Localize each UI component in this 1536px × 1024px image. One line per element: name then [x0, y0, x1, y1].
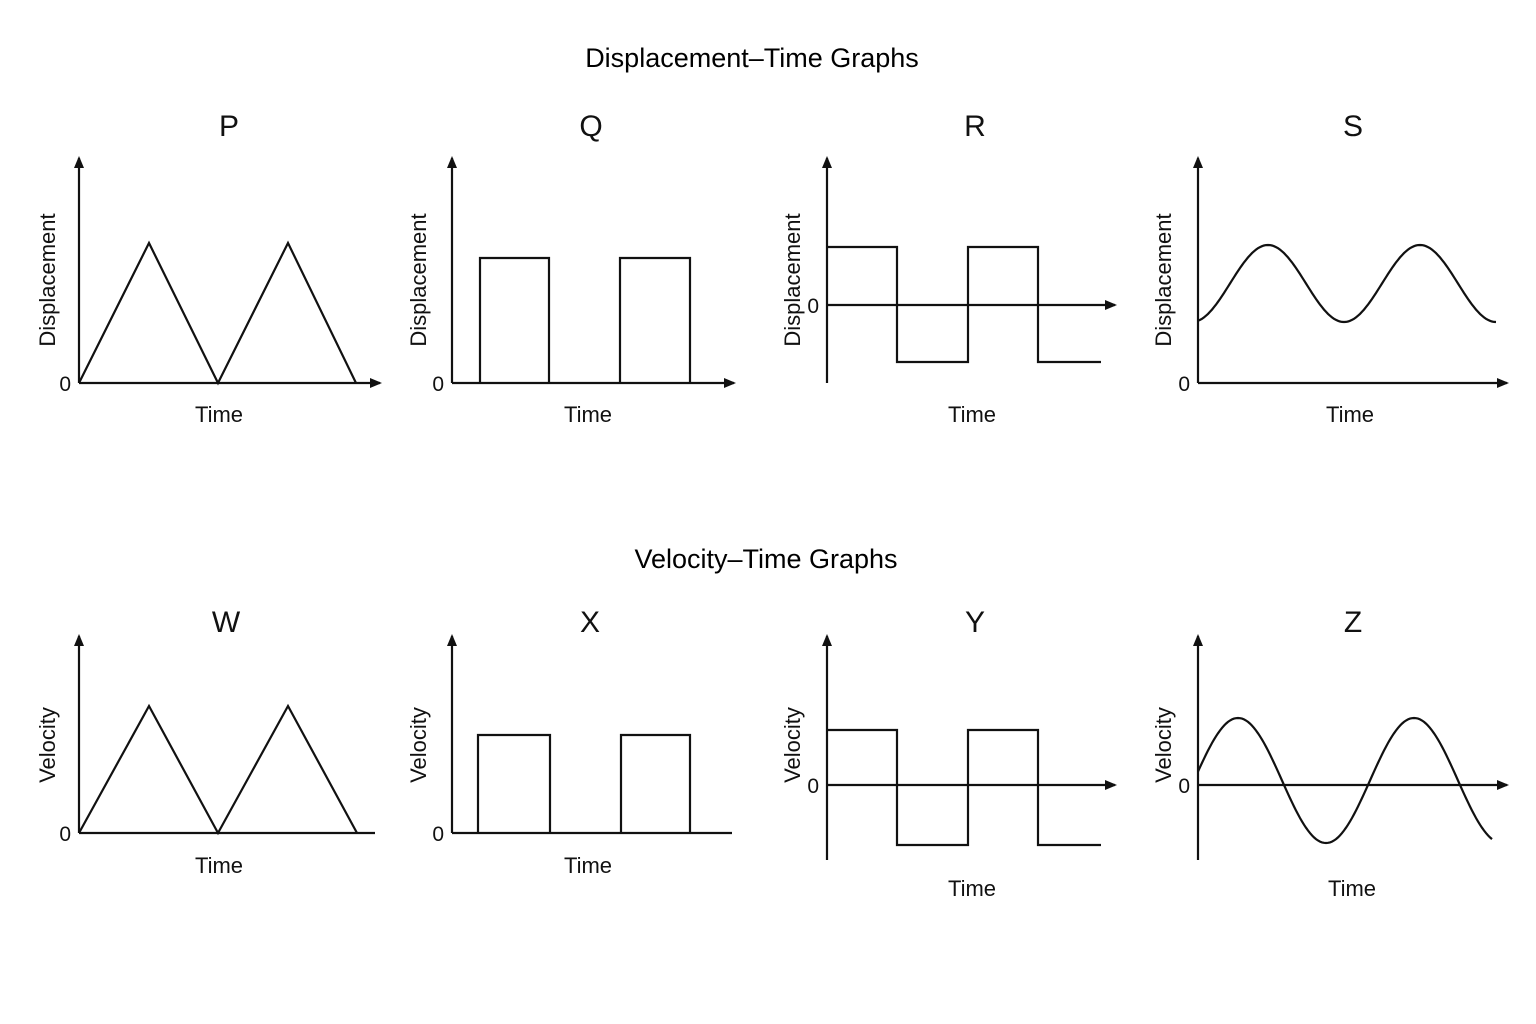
- y-axis-label-z: Velocity: [1151, 707, 1176, 783]
- section-title-velocity: Velocity–Time Graphs: [634, 544, 897, 574]
- curve-z: [1196, 716, 1493, 845]
- graph-panel-w: W 0 Velocity Time: [35, 606, 375, 878]
- panel-letter-w: W: [212, 606, 241, 639]
- curve-y: [827, 728, 1101, 847]
- panel-letter-q: Q: [579, 110, 602, 143]
- zero-label-w: 0: [59, 823, 71, 846]
- graph-panel-x: X 0 Velocity Time: [406, 606, 732, 878]
- x-axis-label-q: Time: [564, 402, 612, 427]
- x-axis-label-w: Time: [195, 853, 243, 878]
- graph-panel-s: S 0 Displacement Time: [1151, 110, 1509, 427]
- zero-label-q: 0: [432, 373, 444, 396]
- zero-label-y: 0: [807, 775, 819, 798]
- graph-panel-p: P 0 Displacement Time: [35, 110, 382, 427]
- curve-s: [1197, 243, 1497, 324]
- curve-q: [478, 256, 692, 383]
- curve-r: [827, 245, 1101, 364]
- graph-panel-q: Q 0 Displacement Time: [406, 110, 736, 427]
- y-axis-label-q: Displacement: [406, 213, 431, 346]
- zero-label-x: 0: [432, 823, 444, 846]
- curve-x: [476, 733, 692, 833]
- panel-letter-s: S: [1343, 110, 1363, 143]
- x-axis-label-z: Time: [1328, 876, 1376, 901]
- x-axis-label-s: Time: [1326, 402, 1374, 427]
- panels-layer: P0DisplacementTimeQ0DisplacementTimeR0Di…: [35, 110, 1509, 901]
- panel-letter-z: Z: [1344, 606, 1362, 639]
- y-axis-label-y: Velocity: [780, 707, 805, 783]
- panel-letter-y: Y: [965, 606, 985, 639]
- zero-label-p: 0: [59, 373, 71, 396]
- section-title-displacement: Displacement–Time Graphs: [585, 43, 919, 73]
- x-axis-label-p: Time: [195, 402, 243, 427]
- zero-label-z: 0: [1178, 775, 1190, 798]
- x-axis-label-y: Time: [948, 876, 996, 901]
- zero-label-r: 0: [807, 295, 819, 318]
- curve-w: [78, 703, 358, 836]
- panel-letter-p: P: [219, 110, 239, 143]
- y-axis-label-s: Displacement: [1151, 213, 1176, 346]
- y-axis-label-p: Displacement: [35, 213, 60, 346]
- x-axis-label-r: Time: [948, 402, 996, 427]
- panel-letter-x: X: [580, 606, 600, 639]
- x-axis-label-x: Time: [564, 853, 612, 878]
- y-axis-label-r: Displacement: [780, 213, 805, 346]
- y-axis-label-x: Velocity: [406, 707, 431, 783]
- curve-p: [78, 240, 357, 386]
- panel-letter-r: R: [964, 110, 986, 143]
- zero-label-s: 0: [1178, 373, 1190, 396]
- y-axis-label-w: Velocity: [35, 707, 60, 783]
